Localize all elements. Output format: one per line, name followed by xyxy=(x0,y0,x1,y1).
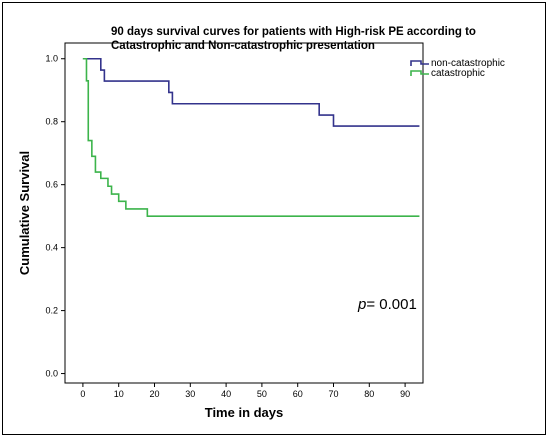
y-tick-label: 0.4 xyxy=(45,243,58,253)
x-tick-label: 90 xyxy=(400,389,410,399)
x-tick-label: 40 xyxy=(221,389,231,399)
y-tick-label: 0.0 xyxy=(45,369,58,379)
plot-area xyxy=(64,42,424,384)
y-tick-label: 1.0 xyxy=(45,54,58,64)
chart-frame: 90 days survival curves for patients wit… xyxy=(2,2,546,435)
x-tick-label: 20 xyxy=(149,389,159,399)
series-line-catastrophic xyxy=(82,57,420,217)
legend-swatch xyxy=(410,60,429,66)
p-value-number: = 0.001 xyxy=(366,296,416,313)
series-line-non-catastrophic xyxy=(82,57,420,127)
y-tick-label: 0.2 xyxy=(45,306,58,316)
p-value-symbol: p xyxy=(357,296,366,313)
x-tick-label: 50 xyxy=(257,389,267,399)
survival-chart: 0 10 20 30 40 50 60 70 80 90 0.0 0.2 0.4 0.6 0.8 1.0 Ti… xyxy=(17,42,505,420)
x-tick-label: 80 xyxy=(364,389,374,399)
x-axis-title: Time in days xyxy=(205,405,284,420)
legend-label: non-catastrophic xyxy=(431,58,505,69)
x-tick-label: 30 xyxy=(185,389,195,399)
y-tick-label: 0.8 xyxy=(45,117,58,127)
x-tick-label: 60 xyxy=(293,389,303,399)
y-axis-title: Cumulative Survival xyxy=(17,151,32,275)
p-value-annotation: p= 0.001 xyxy=(357,296,417,313)
legend-label: catastrophic xyxy=(431,68,485,79)
x-tick-label: 0 xyxy=(80,389,85,399)
x-tick-label: 10 xyxy=(114,389,124,399)
legend-swatch xyxy=(410,70,429,76)
x-tick-label: 70 xyxy=(328,389,338,399)
y-tick-label: 0.6 xyxy=(45,180,58,190)
